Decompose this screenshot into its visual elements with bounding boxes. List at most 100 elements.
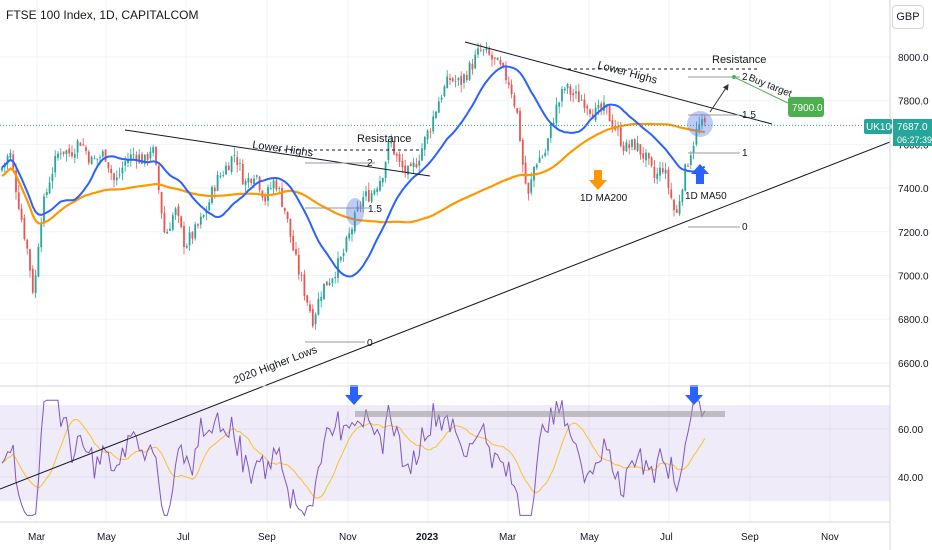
candle-body <box>376 188 379 192</box>
candle-body <box>87 151 90 163</box>
candle-body <box>314 314 317 325</box>
candle-body <box>348 233 351 239</box>
time-tick-label: Nov <box>821 532 839 543</box>
candle-body <box>454 81 457 82</box>
candle-body <box>695 129 698 145</box>
candle-body <box>451 78 454 82</box>
candle-body <box>171 215 174 230</box>
candle-body <box>59 153 62 155</box>
ma50-label: 1D MA50 <box>685 191 727 202</box>
candle-body <box>138 154 141 163</box>
candle-body <box>174 208 177 216</box>
candle-body <box>323 283 325 300</box>
candle-body <box>575 91 577 94</box>
candle-body <box>236 157 239 165</box>
candle-body <box>264 196 267 202</box>
candle-body <box>247 177 250 183</box>
candle-body <box>222 175 225 176</box>
candle-body <box>583 99 586 109</box>
candle-body <box>295 249 297 255</box>
candle-body <box>418 160 421 166</box>
candle-body <box>93 158 96 160</box>
candle-body <box>96 158 99 160</box>
price-tick-label: 7400.0 <box>898 184 929 195</box>
price-tick-label: 7200.0 <box>898 228 929 239</box>
candle-body <box>617 128 619 130</box>
candle-body <box>365 191 367 197</box>
fib-1-5-label-a: 1.5 <box>368 204 382 215</box>
candle-body <box>309 304 311 312</box>
candle-body <box>37 246 40 277</box>
candle-body <box>628 144 631 149</box>
candle-body <box>485 48 488 51</box>
candle-body <box>48 182 51 194</box>
time-tick-label: Jul <box>660 532 673 543</box>
candle-body <box>107 162 110 169</box>
time-tick-label: Sep <box>258 532 276 543</box>
candle-body <box>415 164 418 168</box>
candle-body <box>479 49 482 51</box>
time-tick-label: Mar <box>499 532 517 543</box>
candle-body <box>118 174 121 176</box>
rsi-arrow-2 <box>685 385 703 405</box>
candle-body <box>233 155 236 156</box>
candle-body <box>6 155 9 164</box>
candle-body <box>289 218 292 237</box>
candle-body <box>17 192 20 209</box>
candle-body <box>395 153 398 156</box>
candle-body <box>401 160 404 168</box>
candle-body <box>684 164 687 191</box>
candle-body <box>642 153 645 159</box>
candle-body <box>589 109 591 114</box>
time-tick-label: 2023 <box>416 532 439 543</box>
candle-body <box>544 152 547 157</box>
candle-body <box>530 179 533 193</box>
time-tick-label: Nov <box>339 532 357 543</box>
candle-body <box>283 207 286 211</box>
currency-button[interactable]: GBP <box>892 5 924 29</box>
candle-body <box>409 163 412 166</box>
candle-body <box>306 295 309 303</box>
candles-layer <box>1 41 706 330</box>
candle-body <box>580 99 583 101</box>
candle-body <box>34 275 37 294</box>
candle-body <box>426 130 429 140</box>
candle-body <box>645 152 647 161</box>
ma200-label: 1D MA200 <box>580 193 628 204</box>
candle-body <box>331 278 334 283</box>
candle-body <box>275 180 278 190</box>
ma200-arrow <box>589 170 607 190</box>
candle-body <box>15 170 17 193</box>
candle-body <box>393 141 395 155</box>
candle-body <box>342 253 345 256</box>
projection-arrow <box>709 84 729 113</box>
candle-body <box>1 167 3 171</box>
fib-1-5-label-b: 1.5 <box>742 110 756 121</box>
price-tick-label: 6600.0 <box>898 359 929 370</box>
symbol-badge <box>864 119 892 134</box>
candle-body <box>241 163 244 185</box>
candle-body <box>513 95 516 107</box>
candle-body <box>421 148 423 161</box>
fib-1-label-b: 1 <box>742 148 748 159</box>
candle-body <box>569 86 572 95</box>
candle-body <box>194 224 197 239</box>
rsi-arrow-1 <box>345 385 363 405</box>
candle-body <box>216 174 219 191</box>
candle-body <box>370 193 373 202</box>
candle-body <box>149 151 152 159</box>
resistance-label-2: Resistance <box>712 54 766 66</box>
candle-body <box>115 177 118 181</box>
candle-body <box>185 245 188 248</box>
candle-body <box>600 103 603 111</box>
time-tick-label: Mar <box>28 532 46 543</box>
candle-body <box>104 149 107 162</box>
candle-body <box>169 228 171 231</box>
highlight-circle-1 <box>346 198 364 226</box>
rsi-tick-label: 60.00 <box>898 425 923 436</box>
candle-body <box>471 63 474 70</box>
candle-body <box>412 162 415 167</box>
candle-body <box>667 169 670 188</box>
candle-body <box>26 239 29 249</box>
